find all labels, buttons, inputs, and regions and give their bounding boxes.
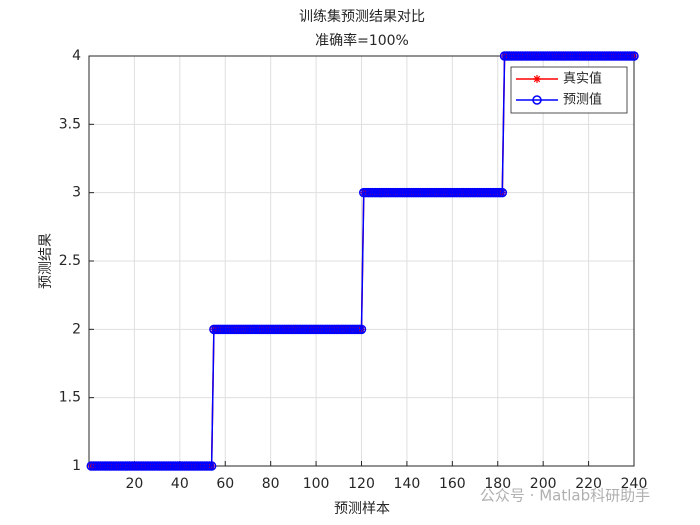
x-tick-label: 220 <box>575 476 602 492</box>
y-tick-label: 3 <box>72 185 81 201</box>
x-tick-label: 140 <box>394 476 421 492</box>
point-marker <box>532 95 542 105</box>
y-tick-label: 2.5 <box>59 253 81 269</box>
y-tick-label: 1.5 <box>59 390 81 406</box>
x-tick-label: 160 <box>439 476 466 492</box>
point-marker <box>356 324 367 335</box>
x-tick-label: 40 <box>171 476 189 492</box>
x-tick-label: 180 <box>484 476 511 492</box>
x-tick-label: 120 <box>348 476 375 492</box>
point-marker <box>497 187 508 198</box>
x-axis-label: 预测样本 <box>334 501 390 517</box>
x-tick-label: 20 <box>126 476 144 492</box>
x-tick-label: 80 <box>262 476 280 492</box>
x-tick-label: 240 <box>621 476 648 492</box>
legend-label: 真实值 <box>563 71 602 87</box>
point-marker <box>629 51 639 61</box>
plot-frame <box>88 55 635 467</box>
chart-title: 训练集预测结果对比 <box>299 8 425 25</box>
y-tick-label: 2 <box>72 321 81 337</box>
x-tick-label: 200 <box>530 476 557 492</box>
point-marker <box>206 461 217 471</box>
y-tick-label: 1 <box>72 458 81 474</box>
point-marker <box>533 75 541 83</box>
legend-label: 预测值 <box>563 92 602 108</box>
y-tick-label: 4 <box>72 48 81 64</box>
chart-subtitle: 准确率=100% <box>315 32 409 49</box>
y-tick-label: 3.5 <box>59 116 81 132</box>
watermark: 公众号 · Matlab科研助手 <box>480 487 650 505</box>
y-axis-label: 预测结果 <box>38 233 54 289</box>
legend-box <box>510 66 628 114</box>
x-tick-label: 100 <box>303 476 330 492</box>
x-tick-label: 60 <box>216 476 234 492</box>
